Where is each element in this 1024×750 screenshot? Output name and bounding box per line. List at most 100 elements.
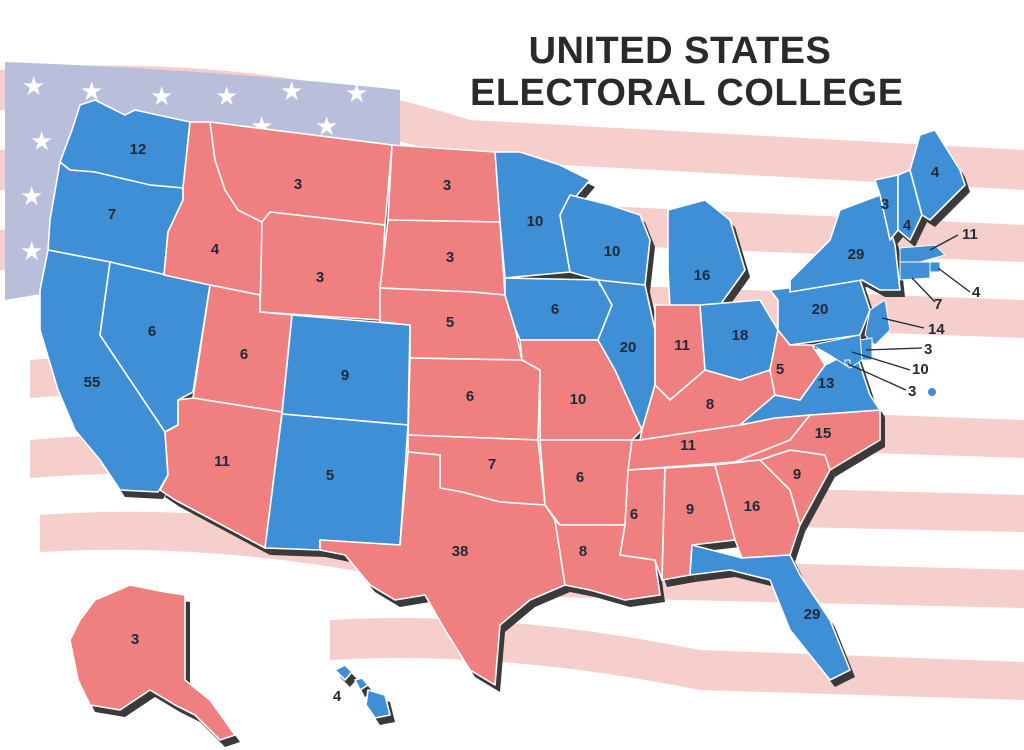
state-votes-wy: 3 bbox=[316, 269, 324, 286]
state-votes-va: 13 bbox=[818, 375, 835, 392]
state-ks[interactable]: 6 bbox=[407, 357, 541, 441]
callout-line-ct bbox=[911, 277, 936, 303]
state-votes-hi: 4 bbox=[333, 688, 342, 705]
state-ar[interactable]: 6 bbox=[539, 439, 633, 526]
state-nh[interactable]: 4 bbox=[897, 169, 923, 241]
state-shape-nh[interactable] bbox=[897, 169, 923, 241]
state-votes-wv: 5 bbox=[776, 361, 784, 378]
state-shape-ma[interactable] bbox=[899, 244, 946, 263]
state-votes-mi: 16 bbox=[694, 267, 711, 284]
state-votes-tn: 11 bbox=[680, 437, 696, 454]
state-ia[interactable]: 6 bbox=[504, 277, 613, 341]
state-tx[interactable]: 38 bbox=[319, 451, 566, 686]
state-votes-ms: 6 bbox=[630, 506, 638, 523]
state-shape-ar[interactable] bbox=[539, 439, 633, 526]
callout-nj[interactable]: 14 bbox=[864, 299, 945, 346]
callout-votes-dc: 3 bbox=[908, 383, 916, 400]
star-icon: ★ bbox=[20, 181, 43, 211]
state-votes-fl: 29 bbox=[804, 606, 821, 623]
state-shape-ny[interactable] bbox=[789, 194, 901, 293]
callout-dc[interactable]: 3 bbox=[844, 359, 936, 400]
state-votes-or: 7 bbox=[108, 206, 116, 223]
state-votes-mt: 3 bbox=[294, 176, 302, 193]
state-shape-nc[interactable] bbox=[734, 409, 881, 471]
state-ak[interactable]: 3 bbox=[69, 584, 236, 741]
callout-line-md bbox=[851, 351, 911, 371]
state-votes-sd: 3 bbox=[446, 249, 454, 266]
state-shape-fl[interactable] bbox=[689, 544, 851, 681]
state-oh[interactable]: 18 bbox=[699, 299, 779, 381]
callout-votes-md: 10 bbox=[912, 361, 929, 378]
state-pa[interactable]: 20 bbox=[769, 279, 871, 346]
state-votes-al: 9 bbox=[686, 501, 694, 518]
state-nd[interactable]: 3 bbox=[387, 144, 501, 223]
state-nm[interactable]: 5 bbox=[264, 413, 409, 551]
state-votes-pa: 20 bbox=[812, 301, 829, 318]
state-votes-me: 4 bbox=[931, 164, 940, 181]
state-shape-nj[interactable] bbox=[864, 299, 891, 346]
state-shape-wy[interactable] bbox=[259, 211, 386, 321]
state-shape-mi[interactable] bbox=[667, 199, 746, 309]
state-votes-ny: 29 bbox=[848, 246, 865, 263]
state-fl[interactable]: 29 bbox=[689, 544, 851, 681]
state-votes-vt: 3 bbox=[881, 196, 889, 213]
state-votes-mn: 10 bbox=[527, 213, 544, 230]
state-shape-sd[interactable] bbox=[379, 219, 506, 296]
state-shape-ct[interactable] bbox=[899, 261, 931, 281]
callout-ma[interactable]: 11 bbox=[899, 226, 978, 263]
dc-dot-icon bbox=[928, 388, 936, 396]
map-title: UNITED STATES ELECTORAL COLLEGE bbox=[470, 30, 904, 114]
star-icon: ★ bbox=[150, 81, 173, 111]
title-line-2: ELECTORAL COLLEGE bbox=[470, 72, 904, 114]
state-shape-ak[interactable] bbox=[69, 584, 236, 741]
star-icon: ★ bbox=[345, 78, 368, 108]
state-shape-tx[interactable] bbox=[319, 451, 566, 686]
state-votes-ky: 8 bbox=[706, 396, 714, 413]
state-votes-ut: 6 bbox=[240, 346, 248, 363]
state-votes-sc: 9 bbox=[793, 466, 801, 483]
callout-line-dc bbox=[847, 363, 907, 391]
state-votes-nc: 15 bbox=[815, 425, 832, 442]
state-shape-me[interactable] bbox=[909, 129, 966, 221]
state-shape-nm[interactable] bbox=[264, 413, 409, 551]
state-shape-pa[interactable] bbox=[769, 279, 871, 346]
state-hi[interactable]: 4 bbox=[333, 664, 391, 719]
callout-line-de bbox=[865, 347, 923, 351]
callout-votes-de: 3 bbox=[924, 341, 932, 358]
state-votes-ia: 6 bbox=[551, 301, 559, 318]
flag-stripe bbox=[330, 618, 1024, 700]
state-votes-ak: 3 bbox=[131, 631, 139, 648]
callout-line-ma bbox=[929, 234, 959, 251]
callout-line-ri bbox=[937, 267, 971, 293]
state-votes-az: 11 bbox=[214, 453, 230, 470]
state-wy[interactable]: 3 bbox=[259, 211, 386, 321]
star-icon: ★ bbox=[20, 236, 43, 266]
state-votes-ga: 16 bbox=[744, 498, 761, 515]
state-votes-nh: 4 bbox=[903, 217, 912, 234]
state-ny[interactable]: 29 bbox=[789, 194, 901, 293]
state-shape-vt[interactable] bbox=[874, 174, 899, 241]
callouts-layer: 11 4 7 14 3 10 3 bbox=[810, 226, 981, 400]
callout-line-nj bbox=[881, 317, 925, 329]
state-sd[interactable]: 3 bbox=[379, 219, 506, 296]
state-shape-hi[interactable] bbox=[334, 664, 391, 719]
state-nc[interactable]: 15 bbox=[734, 409, 881, 471]
state-votes-nm: 5 bbox=[326, 467, 334, 484]
callout-ri[interactable]: 4 bbox=[929, 261, 981, 301]
state-mi[interactable]: 16 bbox=[667, 199, 746, 309]
state-votes-ks: 6 bbox=[466, 388, 474, 405]
callout-ct[interactable]: 7 bbox=[899, 261, 942, 313]
state-shape-ks[interactable] bbox=[407, 357, 541, 441]
state-votes-wi: 10 bbox=[604, 243, 621, 260]
state-az[interactable]: 11 bbox=[159, 397, 283, 549]
state-votes-nv: 6 bbox=[148, 323, 156, 340]
callout-votes-ri: 4 bbox=[972, 284, 981, 301]
state-co[interactable]: 9 bbox=[281, 314, 411, 426]
callout-de[interactable]: 3 bbox=[859, 337, 932, 361]
star-icon: ★ bbox=[280, 76, 303, 106]
state-me[interactable]: 4 bbox=[909, 129, 966, 221]
state-shape-ri[interactable] bbox=[929, 261, 941, 273]
state-votes-co: 9 bbox=[341, 367, 349, 384]
star-icon: ★ bbox=[22, 71, 45, 101]
state-vt[interactable]: 3 bbox=[874, 174, 899, 241]
